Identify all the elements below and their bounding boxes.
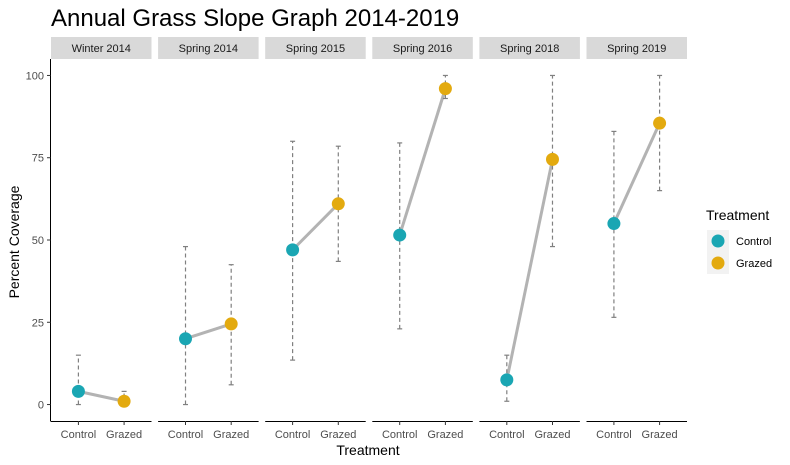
- control-point: [179, 332, 193, 346]
- x-tick-label: Grazed: [427, 429, 463, 441]
- x-tick-label: Control: [382, 429, 417, 441]
- slope-line: [185, 322, 232, 341]
- x-tick-label: Grazed: [642, 429, 678, 441]
- panel-strip-label: Winter 2014: [72, 43, 131, 55]
- panel-strip: [265, 37, 366, 59]
- x-tick-label: Control: [596, 429, 631, 441]
- y-tick-label: 25: [32, 317, 44, 329]
- legend: Treatment Control Grazed: [706, 207, 772, 274]
- grazed-point: [438, 82, 452, 96]
- x-tick-label: Grazed: [534, 429, 570, 441]
- grazed-point: [117, 394, 131, 408]
- x-tick-label: Control: [275, 429, 310, 441]
- panel-strip-label: Spring 2016: [393, 43, 452, 55]
- panel-strip-label: Spring 2018: [500, 43, 559, 55]
- panel-2: Spring 2014 Control Grazed: [158, 37, 259, 441]
- panel-strip: [158, 37, 259, 59]
- control-point: [71, 384, 85, 398]
- panel-strip-label: Spring 2014: [179, 43, 238, 55]
- y-axis-title: Percent Coverage: [6, 185, 22, 298]
- legend-title: Treatment: [706, 207, 769, 223]
- panel-strip: [372, 37, 473, 59]
- panel-strip-label: Spring 2015: [286, 43, 345, 55]
- facet-panels: Winter 2014 Control Grazed Spring 2014 Contr…: [51, 37, 687, 441]
- slope-line: [398, 88, 447, 236]
- y-tick-label: 0: [38, 400, 44, 412]
- y-tick-label: 100: [26, 70, 44, 82]
- control-point: [607, 217, 621, 231]
- slope-line: [612, 122, 661, 225]
- legend-key-grazed: [711, 256, 725, 270]
- panel-strip: [586, 37, 687, 59]
- slope-line: [78, 389, 125, 403]
- panel-strip: [51, 37, 152, 59]
- chart-title: Annual Grass Slope Graph 2014-2019: [51, 5, 459, 32]
- x-tick-label: Control: [168, 429, 203, 441]
- y-tick-label: 50: [32, 235, 44, 247]
- panel-6: Spring 2019 Control Grazed: [586, 37, 687, 441]
- grazed-point: [331, 197, 345, 211]
- grazed-point: [653, 116, 667, 130]
- grazed-point: [224, 317, 238, 331]
- x-axis-title: Treatment: [336, 442, 399, 458]
- panel-strip: [479, 37, 580, 59]
- grazed-point: [545, 152, 559, 166]
- control-point: [500, 373, 514, 387]
- panel-3: Spring 2015 Control Grazed: [265, 37, 366, 441]
- x-tick-label: Control: [61, 429, 96, 441]
- control-point: [286, 243, 300, 257]
- slope-line: [505, 159, 554, 381]
- panel-strip-label: Spring 2019: [607, 43, 666, 55]
- y-axis: 0 25 50 75 100: [26, 59, 51, 422]
- panel-5: Spring 2018 Control Grazed: [479, 37, 580, 441]
- y-tick-label: 75: [32, 153, 44, 165]
- x-tick-label: Grazed: [320, 429, 356, 441]
- legend-label: Grazed: [736, 258, 772, 270]
- legend-label: Control: [736, 236, 771, 248]
- panel-1: Winter 2014 Control Grazed: [51, 37, 152, 441]
- slope-line: [291, 202, 340, 251]
- legend-key-control: [711, 234, 725, 248]
- x-tick-label: Control: [489, 429, 524, 441]
- x-tick-label: Grazed: [106, 429, 142, 441]
- control-point: [393, 228, 407, 242]
- x-tick-label: Grazed: [213, 429, 249, 441]
- panel-4: Spring 2016 Control Grazed: [372, 37, 473, 441]
